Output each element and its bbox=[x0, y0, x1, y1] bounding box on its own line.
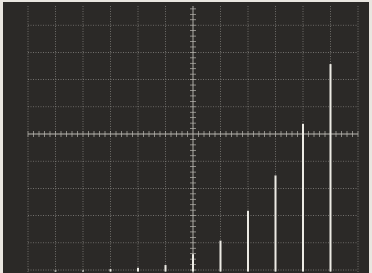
spike bbox=[302, 124, 304, 272]
page: {"chart_data": {"type": "bar", "x": [1, … bbox=[0, 0, 372, 273]
spike bbox=[330, 64, 332, 271]
spike bbox=[82, 271, 84, 272]
display bbox=[3, 2, 369, 273]
spike bbox=[165, 265, 167, 271]
spike bbox=[137, 268, 139, 272]
spike bbox=[110, 269, 112, 271]
spike bbox=[275, 175, 277, 271]
spike bbox=[220, 241, 222, 272]
spike bbox=[192, 254, 194, 271]
oscilloscope-screen bbox=[0, 0, 372, 273]
spike bbox=[55, 271, 57, 272]
spike bbox=[247, 211, 249, 272]
